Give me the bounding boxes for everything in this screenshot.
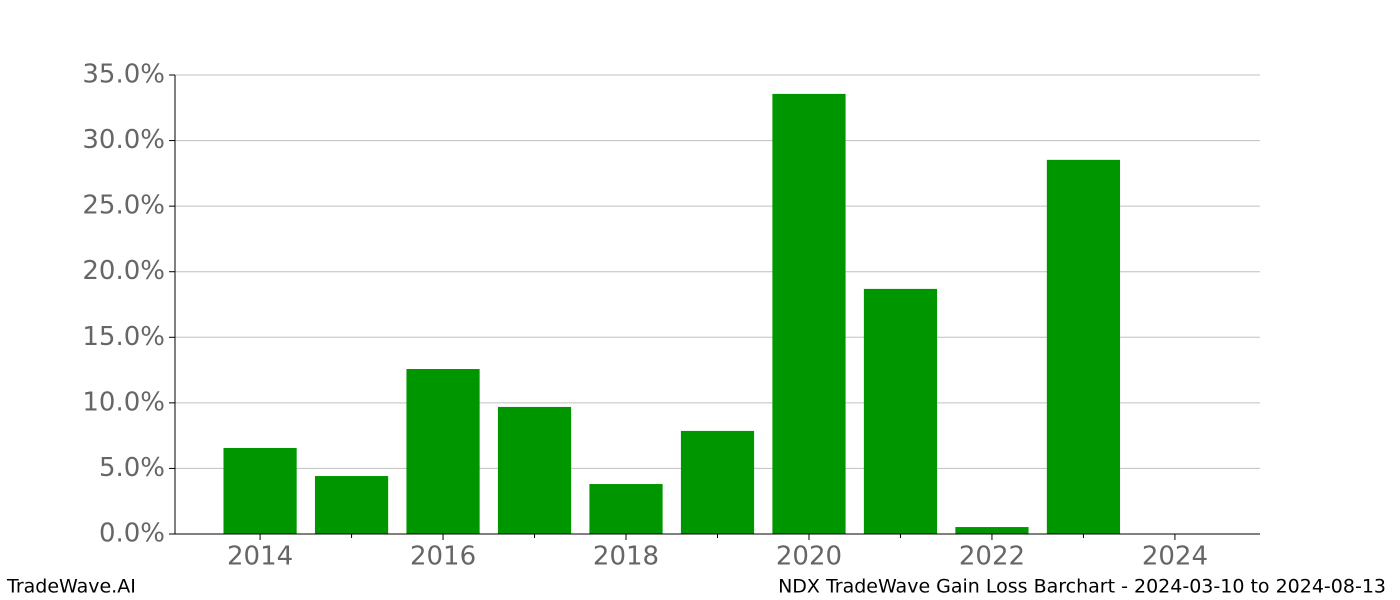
x-tick-label: 2024 [1142,542,1208,572]
y-tick-label: 0.0% [99,519,165,549]
bar [863,288,938,534]
bar [314,476,389,534]
y-tick-label: 15.0% [82,322,165,352]
x-tick-label: 2016 [410,542,476,572]
y-tick-label: 20.0% [82,256,165,286]
x-tick-label: 2014 [227,542,293,572]
y-tick-label: 5.0% [99,453,165,483]
bar [1046,159,1121,534]
y-tick-label: 25.0% [82,191,165,221]
bar [406,369,480,534]
bar [223,447,297,534]
source: TradeWave.AI [6,576,136,598]
x-tick-label: 2020 [776,542,842,572]
bar [497,406,572,534]
y-tick-label: 10.0% [82,387,165,417]
x-tick-label: 2022 [959,542,1025,572]
chart-title: NDX TradeWave Gain Loss Barchart - 2024-… [778,576,1386,598]
bar [680,430,755,534]
bar [772,93,846,534]
bar [955,527,1029,534]
y-tick-label: 30.0% [82,125,165,155]
bar [589,484,663,534]
x-tick-label: 2018 [593,542,659,572]
y-tick-label: 35.0% [82,60,165,90]
